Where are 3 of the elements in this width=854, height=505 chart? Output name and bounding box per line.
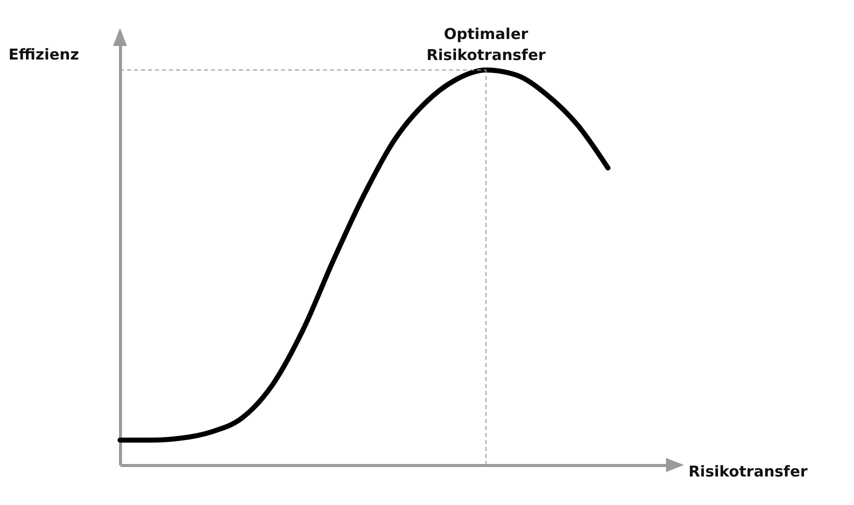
- x-axis-title: Risikotransfer: [688, 462, 808, 480]
- annotation: Optimaler Risikotransfer: [426, 25, 546, 64]
- y-axis-title: Effizienz: [8, 46, 80, 64]
